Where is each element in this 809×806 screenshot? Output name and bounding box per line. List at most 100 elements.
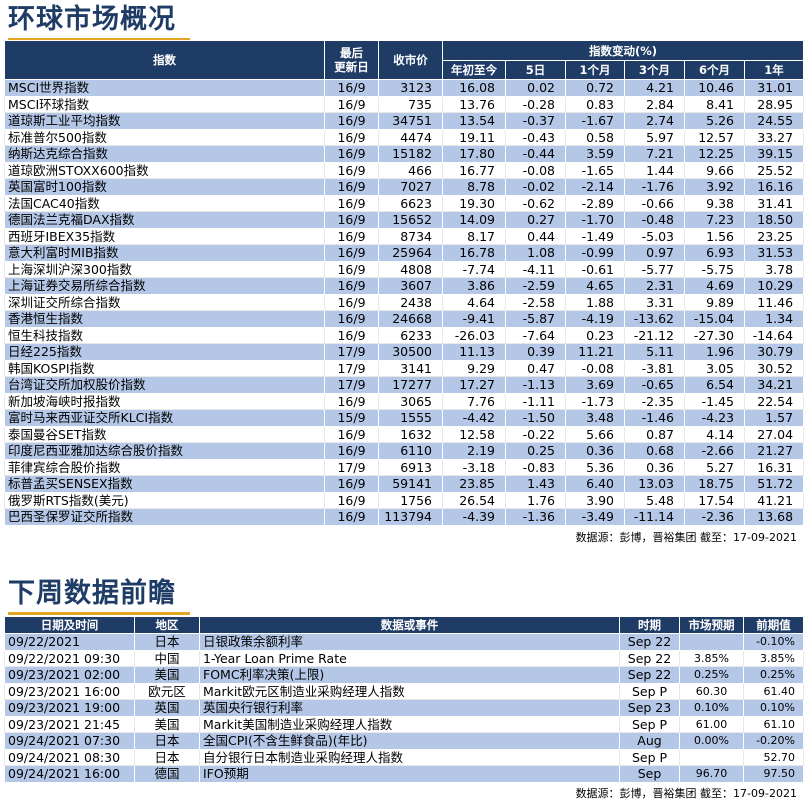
change-1y: 16.31 bbox=[743, 458, 805, 476]
cal-header-forecast: 市场预期 bbox=[679, 616, 744, 634]
calendar-row: 09/22/2021 日本 日银政策余额利率 Sep 22 -0.10% bbox=[4, 633, 804, 651]
change-1y: 27.04 bbox=[743, 425, 805, 443]
change-ytd: -3.18 bbox=[442, 458, 506, 476]
change-1m: 3.48 bbox=[565, 409, 625, 427]
index-name: 纳斯达克综合指数 bbox=[4, 145, 325, 163]
market-row: 道琼欧洲STOXX600指数 16/9 466 16.77 -0.08 -1.65 1.44… bbox=[4, 161, 805, 179]
close-price: 3065 bbox=[378, 392, 443, 410]
event-region: 德国 bbox=[134, 765, 200, 783]
updated-date: 16/9 bbox=[324, 508, 379, 526]
change-ytd: 2.19 bbox=[442, 442, 506, 460]
index-name: 日经225指数 bbox=[4, 343, 325, 361]
change-1y: 31.01 bbox=[743, 79, 805, 97]
calendar-row: 09/22/2021 09:30 中国 1-Year Loan Prime Rate… bbox=[4, 649, 804, 667]
calendar-row: 09/23/2021 02:00 美国 FOMC利率决策(上限) Sep 22 0.25… bbox=[4, 666, 804, 684]
change-1m: -1.73 bbox=[565, 392, 625, 410]
event-datetime: 09/23/2021 02:00 bbox=[4, 666, 135, 684]
close-price: 6623 bbox=[378, 194, 443, 212]
change-3m: 5.97 bbox=[624, 128, 685, 146]
event-forecast bbox=[679, 633, 744, 651]
event-datetime: 09/24/2021 07:30 bbox=[4, 732, 135, 750]
event-forecast: 0.00% bbox=[679, 732, 744, 750]
updated-date: 16/9 bbox=[324, 491, 379, 509]
change-3m: -21.12 bbox=[624, 326, 685, 344]
event-period: Sep P bbox=[619, 715, 680, 733]
change-3m: 5.11 bbox=[624, 343, 685, 361]
event-forecast: 60.30 bbox=[679, 682, 744, 700]
event-previous: 3.85% bbox=[743, 649, 804, 667]
updated-date: 16/9 bbox=[324, 211, 379, 229]
change-5d: -4.11 bbox=[505, 260, 566, 278]
change-6m: 18.75 bbox=[684, 475, 745, 493]
index-name: 西班牙IBEX35指数 bbox=[4, 227, 325, 245]
market-row: 日经225指数 17/9 30500 11.13 0.39 11.21 5.11 1.96 30… bbox=[4, 343, 805, 361]
change-1m: -0.99 bbox=[565, 244, 625, 262]
updated-date: 16/9 bbox=[324, 178, 379, 196]
change-1y: 22.54 bbox=[743, 392, 805, 410]
market-row: 印度尼西亚雅加达综合股价指数 16/9 6110 2.19 0.25 0.36 0.68 -2… bbox=[4, 442, 805, 460]
change-3m: -2.35 bbox=[624, 392, 685, 410]
change-ytd: -4.42 bbox=[442, 409, 506, 427]
change-ytd: 16.78 bbox=[442, 244, 506, 262]
cal-header-period: 时期 bbox=[619, 616, 680, 634]
updated-date: 16/9 bbox=[324, 442, 379, 460]
index-name: MSCI环球指数 bbox=[4, 95, 325, 113]
markets-title-underline bbox=[8, 38, 190, 41]
index-name: 道琼欧洲STOXX600指数 bbox=[4, 161, 325, 179]
change-ytd: -9.41 bbox=[442, 310, 506, 328]
event-datetime: 09/22/2021 bbox=[4, 633, 135, 651]
change-3m: -13.62 bbox=[624, 310, 685, 328]
event-datetime: 09/23/2021 21:45 bbox=[4, 715, 135, 733]
event-forecast bbox=[679, 748, 744, 766]
change-1m: 3.69 bbox=[565, 376, 625, 394]
change-1m: -1.65 bbox=[565, 161, 625, 179]
change-1y: 11.46 bbox=[743, 293, 805, 311]
change-5d: 0.27 bbox=[505, 211, 566, 229]
change-6m: 5.27 bbox=[684, 458, 745, 476]
close-price: 7027 bbox=[378, 178, 443, 196]
event-name: Markit美国制造业采购经理人指数 bbox=[199, 715, 620, 733]
change-3m: -1.46 bbox=[624, 409, 685, 427]
calendar-table-body: 09/22/2021 日本 日银政策余额利率 Sep 22 -0.10% 09/22/20… bbox=[4, 633, 804, 783]
change-1m: -4.19 bbox=[565, 310, 625, 328]
index-name: 巴西圣保罗证交所指数 bbox=[4, 508, 325, 526]
change-1y: 30.52 bbox=[743, 359, 805, 377]
change-6m: 1.56 bbox=[684, 227, 745, 245]
change-3m: -11.14 bbox=[624, 508, 685, 526]
change-3m: -5.03 bbox=[624, 227, 685, 245]
change-6m: 6.93 bbox=[684, 244, 745, 262]
change-3m: -5.77 bbox=[624, 260, 685, 278]
updated-date: 16/9 bbox=[324, 277, 379, 295]
change-6m: 12.25 bbox=[684, 145, 745, 163]
change-1y: 21.27 bbox=[743, 442, 805, 460]
change-1m: -2.14 bbox=[565, 178, 625, 196]
market-row: 菲律宾综合股价指数 17/9 6913 -3.18 -0.83 5.36 0.36 5.27 1… bbox=[4, 458, 805, 476]
change-1y: 30.79 bbox=[743, 343, 805, 361]
market-row: MSCI环球指数 16/9 735 13.76 -0.28 0.83 2.84 8.41 28.… bbox=[4, 95, 805, 113]
change-1m: 6.40 bbox=[565, 475, 625, 493]
change-ytd: 13.54 bbox=[442, 112, 506, 130]
change-1m: 3.90 bbox=[565, 491, 625, 509]
event-previous: 52.70 bbox=[743, 748, 804, 766]
change-ytd: 17.27 bbox=[442, 376, 506, 394]
change-5d: 1.08 bbox=[505, 244, 566, 262]
change-ytd: 11.13 bbox=[442, 343, 506, 361]
event-forecast: 61.00 bbox=[679, 715, 744, 733]
close-price: 24668 bbox=[378, 310, 443, 328]
change-1y: 33.27 bbox=[743, 128, 805, 146]
change-1m: -1.70 bbox=[565, 211, 625, 229]
close-price: 3141 bbox=[378, 359, 443, 377]
calendar-row: 09/23/2021 19:00 英国 英国央行银行利率 Sep 23 0.10% 0.1… bbox=[4, 699, 804, 717]
event-period: Sep bbox=[619, 765, 680, 783]
change-1m: -3.49 bbox=[565, 508, 625, 526]
change-1m: 3.59 bbox=[565, 145, 625, 163]
index-name: 道琼斯工业平均指数 bbox=[4, 112, 325, 130]
index-name: 标准普尔500指数 bbox=[4, 128, 325, 146]
event-period: Sep 22 bbox=[619, 649, 680, 667]
cal-header-region: 地区 bbox=[134, 616, 200, 634]
close-price: 1555 bbox=[378, 409, 443, 427]
market-row: 意大利富时MIB指数 16/9 25964 16.78 1.08 -0.99 0.97 6.9… bbox=[4, 244, 805, 262]
event-name: 日银政策余额利率 bbox=[199, 633, 620, 651]
change-5d: -1.50 bbox=[505, 409, 566, 427]
change-5d: -0.43 bbox=[505, 128, 566, 146]
